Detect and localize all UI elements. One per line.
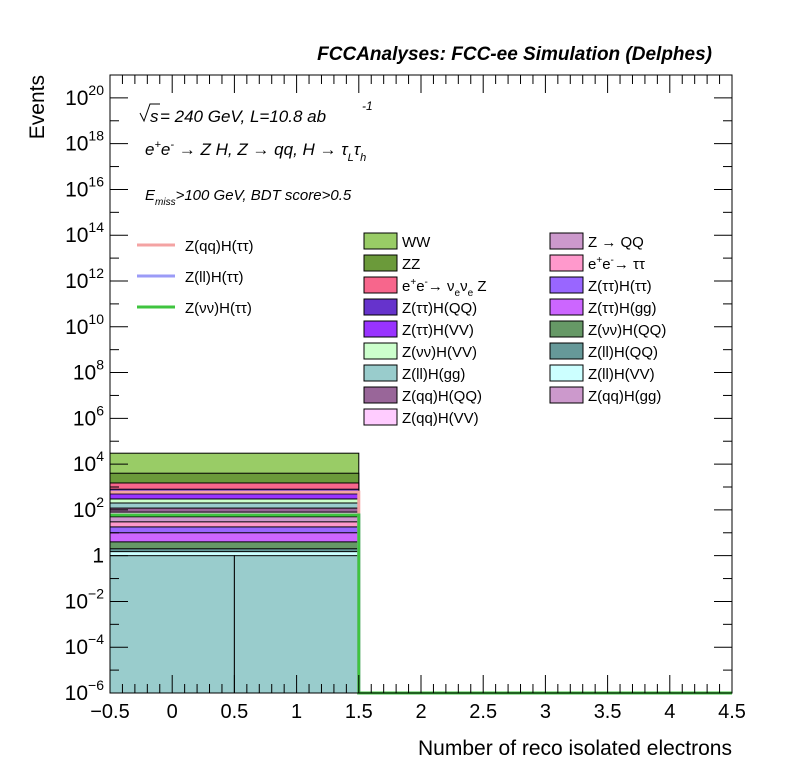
x-tick-label: 2.5 (469, 701, 497, 723)
y-tick-label: 104 (73, 448, 104, 476)
y-axis-ticks: 10−6 10−4 10−2 1 102 104 106 108 1010 1012 1014 101… (65, 74, 732, 705)
energy-sup: -1 (362, 99, 373, 113)
legend-swatch-z-qq-h-qq (363, 386, 398, 404)
legend-swatch-z-h-vv (363, 342, 398, 360)
legend-label-z-h-qq: Z(ττ)H(QQ) (402, 300, 477, 317)
energy-text: = 240 GeV, L=10.8 ab (160, 107, 326, 126)
y-tick-label: 10−4 (65, 631, 105, 659)
legend-swatch-e-e (549, 254, 584, 272)
legend-swatch-z-h-vv (363, 320, 398, 338)
legend-swatch-z-qq (549, 232, 584, 250)
legend-swatch-z-qq-h-vv (363, 408, 398, 426)
x-tick-label: 3.5 (594, 701, 622, 723)
legend-swatch-z-h-gg (549, 298, 584, 316)
legend-label-z-h-vv: Z(ττ)H(VV) (402, 322, 474, 339)
x-tick-label: 3 (540, 701, 551, 723)
legend-label-e-e-e-e-z: e+e-→ νeνe Z (402, 277, 487, 299)
legend-label-z-qq-h-gg: Z(qq)H(gg) (588, 388, 661, 405)
y-tick-label: 1016 (65, 173, 104, 201)
sqrt-icon (139, 103, 160, 123)
y-tick-label: 1 (92, 545, 104, 568)
energy-annotation: s = 240 GeV, L=10.8 ab -1 (139, 99, 373, 126)
legend-swatch-zz (363, 254, 398, 272)
y-tick-label: 106 (73, 402, 104, 430)
y-tick-label: 1014 (65, 219, 104, 247)
legend-label-z-h: Z(ττ)H(ττ) (588, 278, 652, 295)
x-tick-label: −0.5 (90, 701, 129, 723)
stack-bars (109, 452, 360, 694)
energy-prefix: s (150, 107, 159, 126)
legend-label-z-h-gg: Z(ττ)H(gg) (588, 300, 657, 317)
legend-label-z-h: Z(νν)H(ττ) (185, 300, 252, 317)
bar-z-ll-h-gg-base (233, 555, 360, 694)
legend-label-z-qq-h-qq: Z(qq)H(QQ) (402, 388, 482, 405)
x-tick-label: 0.5 (220, 701, 248, 723)
x-tick-label: 1.5 (345, 701, 373, 723)
legend-swatch-z-qq-h-gg (549, 386, 584, 404)
y-tick-label: 1010 (65, 311, 104, 339)
legend-swatch-z-ll-h-qq (549, 342, 584, 360)
y-axis-label: Events (26, 75, 49, 139)
x-tick-label: 4.5 (718, 701, 746, 723)
cuts-main: E (145, 187, 156, 204)
legend-label-z-ll-h: Z(ll)H(ττ) (185, 269, 244, 286)
legend: Z(qq)H(ττ) Z(ll)H(ττ) Z(νν)H(ττ) WW ZZ e+e-→ … (137, 232, 666, 427)
cuts-annotation: Emiss>100 GeV, BDT score>0.5 (145, 187, 352, 208)
chart-title: FCCAnalyses: FCC-ee Simulation (Delphes) (317, 44, 712, 65)
legend-label-z-qq: Z → QQ (588, 234, 644, 251)
legend-swatch-z-ll-h-gg (363, 364, 398, 382)
cuts-sub: miss (155, 197, 176, 208)
legend-swatch-z-h-qq (549, 320, 584, 338)
y-tick-label: 10−2 (65, 585, 105, 613)
legend-label-z-h-qq: Z(νν)H(QQ) (588, 322, 666, 339)
legend-label-z-qq-h-vv: Z(qq)H(VV) (402, 410, 479, 427)
y-tick-label: 10−6 (65, 677, 105, 705)
y-tick-label: 108 (73, 357, 104, 385)
bar-z-ll-h-gg-base (109, 555, 235, 694)
legend-label-z-ll-h-qq: Z(ll)H(QQ) (588, 344, 658, 361)
x-tick-label: 4 (664, 701, 675, 723)
legend-label-z-h-vv: Z(νν)H(VV) (402, 344, 477, 361)
cuts-rest: >100 GeV, BDT score>0.5 (176, 187, 352, 204)
y-tick-label: 1012 (65, 265, 104, 293)
legend-label-zz: ZZ (402, 256, 420, 273)
x-tick-label: 2 (415, 701, 426, 723)
y-tick-label: 1018 (65, 128, 104, 156)
legend-label-z-qq-h: Z(qq)H(ττ) (185, 238, 254, 255)
legend-label-ww: WW (402, 234, 431, 251)
x-tick-label: 1 (291, 701, 302, 723)
x-axis-ticks: −0.5 0 0.5 1 1.5 2 2.5 3 3.5 4 4.5 (90, 75, 746, 723)
x-axis-label: Number of reco isolated electrons (418, 737, 732, 760)
legend-swatch-z-h-qq (363, 298, 398, 316)
y-tick-label: 1020 (65, 82, 104, 110)
legend-swatch-e-e-e-e-z (363, 276, 398, 294)
legend-label-z-ll-h-vv: Z(ll)H(VV) (588, 366, 655, 383)
legend-swatch-z-h (549, 276, 584, 294)
y-tick-label: 102 (73, 494, 104, 522)
legend-swatch-z-ll-h-vv (549, 364, 584, 382)
legend-swatch-ww (363, 232, 398, 250)
svg-text:Emiss>100 GeV, BDT score>0.5: Emiss>100 GeV, BDT score>0.5 (145, 187, 352, 208)
legend-label-z-ll-h-gg: Z(ll)H(gg) (402, 366, 465, 383)
x-tick-label: 0 (167, 701, 178, 723)
legend-label-e-e: e+e-→ ττ (588, 255, 645, 273)
